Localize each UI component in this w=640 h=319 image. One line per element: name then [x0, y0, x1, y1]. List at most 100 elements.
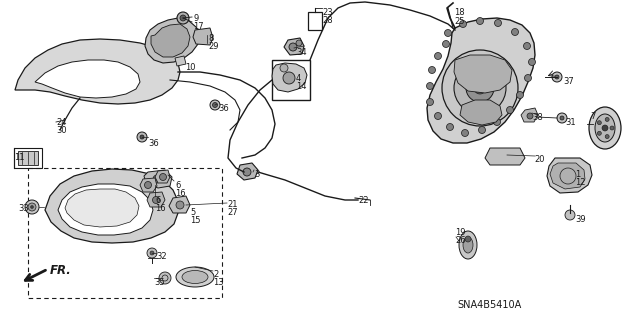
- Polygon shape: [35, 60, 140, 98]
- Text: 6: 6: [155, 196, 161, 205]
- Text: 3: 3: [254, 170, 259, 179]
- Text: 18: 18: [454, 8, 465, 17]
- Polygon shape: [147, 192, 165, 207]
- Text: 31: 31: [565, 118, 575, 127]
- Text: 12: 12: [575, 178, 586, 187]
- Circle shape: [435, 113, 442, 120]
- Text: 16: 16: [155, 204, 166, 213]
- Circle shape: [152, 197, 159, 204]
- Circle shape: [610, 126, 614, 130]
- Text: 5: 5: [190, 208, 195, 217]
- Circle shape: [597, 121, 602, 125]
- Circle shape: [474, 82, 486, 94]
- Text: 17: 17: [193, 22, 204, 31]
- Circle shape: [283, 72, 295, 84]
- Polygon shape: [65, 189, 139, 227]
- Polygon shape: [460, 100, 502, 125]
- Text: 10: 10: [185, 63, 195, 72]
- Circle shape: [529, 58, 536, 65]
- Circle shape: [243, 168, 251, 176]
- Polygon shape: [58, 184, 153, 235]
- Circle shape: [28, 203, 36, 211]
- Text: 27: 27: [227, 208, 237, 217]
- Circle shape: [479, 127, 486, 133]
- Text: 23: 23: [322, 8, 333, 17]
- Circle shape: [150, 251, 154, 255]
- Circle shape: [212, 102, 218, 108]
- Text: 33: 33: [18, 204, 29, 213]
- Text: 7: 7: [590, 112, 595, 121]
- Text: 28: 28: [322, 16, 333, 25]
- Circle shape: [555, 75, 559, 79]
- Text: FR.: FR.: [50, 264, 72, 278]
- Text: 1: 1: [575, 170, 580, 179]
- Circle shape: [460, 20, 467, 27]
- Circle shape: [137, 132, 147, 142]
- Text: 6: 6: [175, 181, 180, 190]
- Polygon shape: [193, 28, 213, 45]
- Polygon shape: [145, 18, 200, 63]
- Text: 13: 13: [213, 278, 223, 287]
- Text: 9: 9: [193, 14, 198, 23]
- Circle shape: [493, 118, 500, 125]
- Circle shape: [495, 19, 502, 26]
- Circle shape: [445, 29, 451, 36]
- Circle shape: [176, 201, 184, 209]
- Polygon shape: [18, 151, 38, 165]
- Text: 24: 24: [56, 118, 67, 127]
- Circle shape: [31, 205, 33, 209]
- Text: 30: 30: [56, 126, 67, 135]
- Circle shape: [465, 236, 471, 242]
- Circle shape: [477, 18, 483, 25]
- Circle shape: [145, 182, 152, 189]
- Ellipse shape: [459, 231, 477, 259]
- Circle shape: [153, 175, 161, 183]
- Polygon shape: [169, 196, 190, 213]
- Text: 22: 22: [358, 196, 369, 205]
- Circle shape: [516, 92, 524, 99]
- Circle shape: [506, 107, 513, 114]
- Circle shape: [429, 66, 435, 73]
- Circle shape: [289, 43, 297, 51]
- Circle shape: [461, 130, 468, 137]
- Circle shape: [177, 12, 189, 24]
- Circle shape: [552, 72, 562, 82]
- Polygon shape: [175, 56, 186, 66]
- Circle shape: [447, 123, 454, 130]
- Circle shape: [527, 113, 533, 119]
- Text: 35: 35: [154, 278, 164, 287]
- Circle shape: [210, 100, 220, 110]
- Circle shape: [296, 40, 302, 46]
- Text: 4: 4: [296, 74, 301, 83]
- Text: 19: 19: [455, 228, 465, 237]
- Text: 36: 36: [148, 139, 159, 148]
- Circle shape: [454, 62, 506, 114]
- Circle shape: [442, 50, 518, 126]
- Circle shape: [560, 116, 564, 120]
- Text: 25: 25: [454, 17, 465, 26]
- Circle shape: [605, 135, 609, 138]
- Text: 32: 32: [156, 252, 166, 261]
- Polygon shape: [550, 163, 585, 189]
- Circle shape: [426, 99, 433, 106]
- Polygon shape: [237, 163, 258, 180]
- Ellipse shape: [463, 237, 473, 253]
- Circle shape: [159, 174, 166, 181]
- Polygon shape: [284, 38, 304, 55]
- Polygon shape: [140, 178, 157, 192]
- Circle shape: [602, 125, 608, 131]
- Polygon shape: [144, 170, 172, 188]
- Circle shape: [597, 131, 602, 135]
- Ellipse shape: [176, 267, 214, 287]
- Text: 37: 37: [563, 77, 573, 86]
- Polygon shape: [151, 24, 190, 57]
- Text: 20: 20: [534, 155, 545, 164]
- Circle shape: [442, 41, 449, 48]
- Text: 36: 36: [218, 104, 228, 113]
- Polygon shape: [45, 169, 178, 243]
- Polygon shape: [485, 148, 525, 165]
- Text: 15: 15: [190, 216, 200, 225]
- Text: 11: 11: [14, 153, 24, 162]
- Text: 39: 39: [575, 215, 586, 224]
- Polygon shape: [547, 158, 592, 193]
